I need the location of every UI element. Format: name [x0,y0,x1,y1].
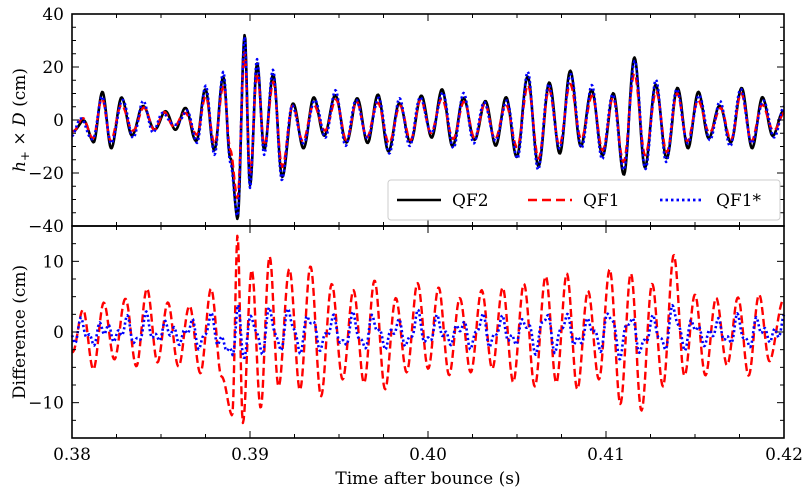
bottom-xtick-label: 0.42 [765,445,803,465]
bottom-xtick-labels: 0.38 0.39 0.40 0.41 0.42 [53,445,803,465]
bottom-series-group [70,234,786,425]
bottom-xtick-label: 0.40 [409,445,447,465]
bottom-ytick-label: −10 [28,394,64,414]
bottom-ytick-label: 0 [53,323,64,343]
bottom-panel: −10 0 10 0.38 0.39 0.40 0.41 0.42 Difference (… [10,225,803,489]
legend-label-qf1star: QF1* [716,191,762,211]
bottom-ylabel: Difference (cm) [10,265,30,399]
top-series-qf1 [71,51,785,200]
top-ylabel: h+ × D (cm) [10,68,32,172]
legend-label-qf2: QF2 [452,191,489,211]
bottom-xlabel: Time after bounce (s) [335,469,520,489]
top-ytick-label: −20 [28,164,64,184]
bottom-xtick-label: 0.39 [231,445,269,465]
legend-box [387,179,781,221]
top-ytick-label: −40 [28,217,64,237]
bottom-plot-frame [71,225,785,439]
top-ytick-labels: −40 −20 0 20 40 [28,5,64,237]
top-panel: −40 −20 0 20 40 h+ × D (cm) QF2 QF1 QF1* [10,5,785,237]
top-ytick-label: 20 [42,58,64,78]
bottom-series-qf1star [70,303,786,361]
top-ytick-label: 0 [53,111,64,131]
bottom-ticks [71,225,785,439]
top-series-group [71,33,785,221]
bottom-xtick-label: 0.38 [53,445,91,465]
top-ytick-label: 40 [42,5,64,25]
legend: QF2 QF1 QF1* [387,179,781,221]
bottom-series-qf1 [71,234,785,425]
bottom-ytick-labels: −10 0 10 [28,252,64,413]
legend-label-qf1: QF1 [583,191,620,211]
bottom-ytick-label: 10 [42,252,64,272]
bottom-xtick-label: 0.41 [587,445,625,465]
top-series-qf1star [71,35,785,217]
